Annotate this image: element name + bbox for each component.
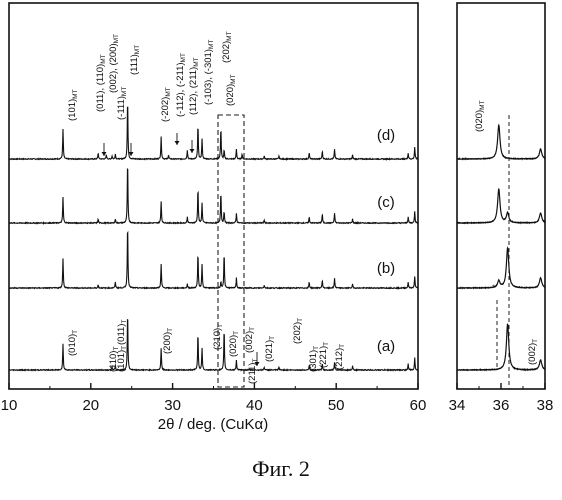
series-line	[9, 169, 418, 223]
peak-label: (200)T	[162, 328, 174, 354]
series-label: (a)	[377, 338, 395, 355]
peak-label: (202)MT	[221, 31, 233, 63]
x-tick-label: 30	[164, 397, 181, 414]
peak-label: (212)T	[334, 344, 346, 370]
peak-label: (221)T	[318, 342, 330, 368]
x-tick-label: 36	[493, 397, 510, 414]
series-label: (c)	[377, 194, 395, 211]
series-line	[9, 233, 418, 289]
x-tick-label: 50	[328, 397, 345, 414]
figure-caption: Фиг. 2	[0, 456, 562, 482]
series-line	[457, 189, 545, 224]
zoom-x-axis-ticks: 34 36 38	[449, 383, 554, 414]
peak-label: (020)T	[228, 331, 240, 357]
peak-label: (011)T	[116, 320, 128, 345]
series-line	[457, 125, 545, 159]
peak-label: (112), (211)MT	[188, 57, 200, 115]
series-labels: (d) (c) (b) (a)	[377, 127, 395, 355]
peak-label: (002), (200)MT	[108, 34, 120, 93]
peak-label: (-103), (-301)MT	[203, 40, 215, 105]
impurity-marker: *	[492, 283, 496, 294]
series-label: (d)	[377, 127, 395, 144]
series-label: (b)	[377, 260, 395, 277]
peak-label: (020)MT	[225, 74, 237, 106]
peak-label: (202)T	[292, 318, 304, 344]
peak-label: (010)T	[67, 330, 79, 356]
peak-label: (210)T	[212, 324, 224, 350]
zoom-plot-frame	[457, 3, 545, 389]
x-tick-label: 40	[246, 397, 263, 414]
arrow-head	[175, 141, 180, 145]
x-tick-label: 38	[537, 397, 554, 414]
peak-label: (101)MT	[67, 89, 79, 121]
x-axis-title: 2θ / deg. (CuKα)	[158, 416, 268, 433]
peak-label: (002)T	[244, 327, 256, 353]
x-tick-label: 60	[410, 397, 427, 414]
x-tick-label: 10	[1, 397, 18, 414]
main-x-axis-ticks: 10 20 30 40 50 60	[1, 383, 427, 414]
peak-label: (020)MT	[474, 100, 486, 132]
zoom-traces	[457, 125, 545, 370]
arrow-head	[190, 149, 195, 153]
peak-label: (-202)MT	[160, 87, 172, 122]
main-peak-annotations: (101)MT(011), (110)MT(002), (200)MT(-111…	[67, 31, 346, 384]
series-line	[457, 248, 545, 288]
peak-label: (011), (110)MT	[95, 54, 107, 112]
x-tick-label: 34	[449, 397, 466, 414]
peak-label: (002)T	[527, 339, 539, 365]
peak-label: (021)T	[264, 336, 276, 362]
peak-label: (-112), (-211)MT	[175, 53, 187, 117]
peak-label: (111)MT	[129, 45, 141, 75]
x-tick-label: 20	[82, 397, 99, 414]
